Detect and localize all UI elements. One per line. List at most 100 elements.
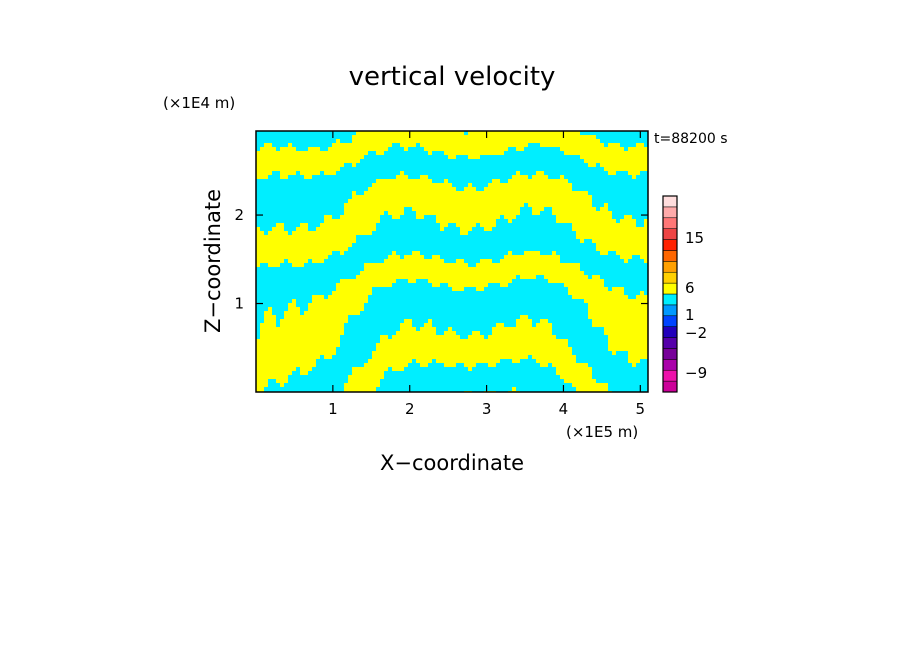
field-cell [540,319,548,323]
colorbar-swatch [662,217,678,229]
field-cell [256,375,288,379]
field-cell [400,143,416,147]
field-cell [468,335,484,339]
field-cell [256,351,336,355]
field-cell [424,147,508,151]
field-cell [256,359,316,363]
field-cell [628,355,648,359]
field-cell [588,163,596,167]
field-cell [604,167,648,171]
y-axis: 12 [234,206,648,313]
colorbar-swatch [662,250,678,262]
field-cell [516,147,524,151]
field-cell [412,251,420,255]
field-cell [268,231,288,235]
field-cell [276,379,288,383]
field-cell [560,175,564,179]
field-cell [340,279,396,283]
field-cell [268,263,280,267]
field-cell [256,163,344,167]
field-cell [388,211,404,215]
field-cell [256,235,356,239]
field-cell [476,263,580,267]
field-cell [572,227,648,231]
field-cell [364,263,468,267]
field-cell [644,259,648,263]
field-cell [304,311,360,315]
colorbar-label: 15 [685,229,704,247]
field-cell [480,259,492,263]
field-cell [336,139,340,143]
field-cell [572,295,628,299]
field-cell [520,315,528,319]
field-cell [292,299,296,303]
field-cell [596,243,648,247]
field-cell [500,259,560,263]
field-cell [300,371,308,375]
field-cell [352,195,592,199]
field-cell [388,255,400,259]
field-cell [256,255,328,259]
field-cell [468,367,472,371]
colorbar-swatch [662,282,678,295]
field-cell [500,283,508,287]
field-cell [420,143,528,147]
field-cell [612,287,624,291]
field-cell [624,215,632,219]
field-cell [512,359,520,363]
field-cell [376,347,572,351]
field-cell [492,331,552,335]
field-cell [400,327,416,331]
field-cell [496,323,504,327]
field-cell [524,251,540,255]
field-cell [256,251,332,255]
x-tick-label: 1 [328,400,338,418]
field-cell [592,323,648,327]
field-cell [568,291,624,295]
field-cell [376,179,432,183]
field-cell [488,335,556,339]
field-cell [488,363,496,367]
field-cell [464,187,476,191]
x-axis: 1 2 3 4 5 [328,131,645,418]
field-cell [560,147,624,151]
field-cell [416,211,520,215]
field-cell [272,227,284,231]
field-cell [352,191,356,195]
field-cell [556,215,612,219]
field-cell [440,227,444,231]
field-cell [608,339,648,343]
field-cell [404,147,408,151]
colorbar-swatch [662,195,678,208]
field-cell [256,371,292,375]
time-label: t=88200 s [654,131,728,147]
field-cell [604,203,608,207]
field-cell [512,175,528,179]
field-cell [612,351,616,355]
field-cell [260,331,344,335]
field-cell [520,275,536,279]
field-cell [356,275,516,279]
field-cell [536,171,544,175]
field-cell [532,175,548,179]
field-cell [552,211,612,215]
field-cell [392,335,460,339]
field-cell [552,251,556,255]
field-cell [636,295,648,299]
field-cell [264,315,276,319]
field-cell [508,251,512,255]
field-cell [588,307,648,311]
field-cell [284,315,348,319]
field-cell [256,339,340,343]
field-cell [308,147,320,151]
field-cell [504,255,560,259]
field-cell [376,343,568,347]
field-cell [624,259,628,263]
field-cell [540,143,604,147]
field-cell [288,307,300,311]
field-cell [536,323,552,327]
field-cell [552,207,596,211]
field-cell [444,151,504,155]
field-cell [516,319,532,323]
